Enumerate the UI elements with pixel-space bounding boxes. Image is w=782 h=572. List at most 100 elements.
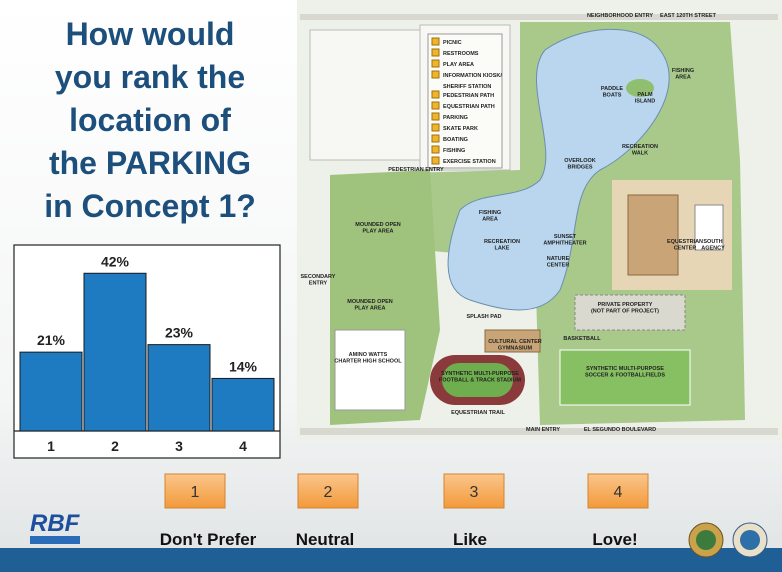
legend-label: SKATE PARK: [443, 126, 478, 132]
legend-label: EXERCISE STATION: [443, 159, 496, 165]
legend-icon: [431, 90, 440, 99]
lot: [309, 29, 421, 161]
map-label: RECREATION: [622, 144, 658, 150]
legend-label: INFORMATION KIOSK/: [443, 73, 502, 79]
map-label: PRIVATE PROPERTY: [598, 302, 653, 308]
map-label: MOUNDED OPEN: [347, 299, 393, 305]
map-label: CENTER: [674, 246, 697, 252]
legend-label: FISHING: [443, 148, 465, 154]
map-legend: PICNIC RESTROOMS PLAY AREA INFORMATION KIOS…: [431, 37, 502, 165]
site-map: PICNIC RESTROOMS PLAY AREA INFORMATION KIOS…: [297, 0, 782, 440]
bar: [211, 377, 275, 432]
bar: [83, 272, 147, 432]
map-label: SECONDARY: [301, 274, 336, 280]
map-label: PLAY AREA: [355, 306, 386, 312]
map-label: AREA: [675, 75, 691, 81]
map-label: EAST 120TH STREET: [660, 13, 717, 19]
option-number: 1: [191, 484, 200, 501]
value-label: 23%: [165, 325, 194, 341]
map-label: (NOT PART OF PROJECT): [591, 309, 659, 315]
legend-icon: [431, 112, 440, 121]
title-line: the PARKING: [49, 145, 251, 181]
lake: [447, 28, 670, 311]
map-label: PEDESTRIAN ENTRY: [388, 167, 444, 173]
title-line: How would: [66, 16, 235, 52]
street: [300, 14, 778, 20]
map-label: BRIDGES: [567, 165, 592, 171]
building: [694, 204, 724, 251]
legend-label: BOATING: [443, 137, 468, 143]
map-label: AGENCY: [701, 246, 725, 252]
legend-box: [427, 33, 503, 169]
footer-band: [0, 548, 782, 572]
option-label: Love!: [592, 530, 637, 549]
x-tick-label: 1: [47, 438, 55, 454]
title: How would you rank the location of the PARK…: [44, 16, 256, 224]
x-tick-label: 4: [239, 438, 247, 454]
map-label: EL SEGUNDO BOULEVARD: [584, 427, 656, 433]
map-label: SOCCER & FOOTBALLFIELDS: [585, 373, 665, 379]
legend-label: PARKING: [443, 115, 468, 121]
map-label: FOOTBALL & TRACK STADIUM: [439, 378, 522, 384]
map-label: BASKETBALL: [563, 336, 601, 342]
option-label: Neutral: [296, 530, 355, 549]
legend-icon: [431, 123, 440, 132]
map-label: RECREATION: [484, 239, 520, 245]
map-label: FISHING: [479, 210, 501, 216]
logo: RBF: [30, 510, 81, 537]
option-label: Don't Prefer: [160, 530, 257, 549]
legend-icon: [431, 145, 440, 154]
school: [334, 329, 406, 411]
map-label: AMINO WATTS: [349, 352, 388, 358]
value-label: 14%: [229, 358, 258, 374]
option-box: [443, 473, 505, 509]
option-box: [587, 473, 649, 509]
map-label: GYMNASIUM: [498, 346, 533, 352]
map-label: LAKE: [495, 246, 510, 252]
chart: 21% 1 42% 2 23% 3 14% 4: [13, 244, 281, 459]
map-label: CENTER: [547, 263, 570, 269]
option-label: Like: [453, 530, 487, 549]
map-label: AMPHITHEATER: [543, 241, 586, 247]
map-label: ENTRY: [309, 281, 328, 287]
option-box: [164, 473, 226, 509]
seal-inner: [740, 530, 760, 550]
map-label: AREA: [482, 217, 498, 223]
map-label: CHARTER HIGH SCHOOL: [334, 359, 402, 365]
x-tick-label: 3: [175, 438, 183, 454]
field: [442, 363, 513, 397]
map-label: ISLAND: [635, 99, 656, 105]
legend-label: PICNIC: [443, 40, 462, 46]
map-label: BOATS: [603, 93, 622, 99]
legend-label: SHERIFF STATION: [443, 84, 491, 90]
field: [559, 349, 691, 406]
legend-icon: [431, 70, 440, 79]
map-label: NEIGHBORHOOD ENTRY: [587, 13, 653, 19]
option-box: [297, 473, 359, 509]
building: [627, 194, 679, 276]
private-property: [574, 294, 686, 331]
map-label: PALM: [637, 92, 653, 98]
map-label: EQUESTRIAN: [667, 239, 703, 245]
map-label: SYNTHETIC MULTI-PURPOSE: [586, 366, 664, 372]
option-number: 3: [470, 484, 479, 501]
legend-icon: [431, 59, 440, 68]
options: 1 Don't Prefer 2 Neutral 3 Like 4 Love!: [160, 473, 649, 549]
map-label: WALK: [632, 151, 648, 157]
street: [300, 428, 778, 435]
option-number: 4: [614, 484, 623, 501]
map-label: SOUTH: [703, 239, 722, 245]
map-label: SPLASH PAD: [466, 314, 501, 320]
map-label: CULTURAL CENTER: [488, 339, 542, 345]
map-label: NATURE: [547, 256, 570, 262]
map-label: SYNTHETIC MULTI-PURPOSE: [441, 371, 519, 377]
legend-label: PEDESTRIAN PATH: [443, 93, 494, 99]
legend-label: PLAY AREA: [443, 62, 474, 68]
seal-inner: [696, 530, 716, 550]
value-label: 21%: [37, 332, 66, 348]
map-label: SUNSET: [554, 234, 577, 240]
title-line: in Concept 1?: [44, 188, 256, 224]
island: [626, 79, 654, 97]
map-label: MOUNDED OPEN: [355, 222, 401, 228]
